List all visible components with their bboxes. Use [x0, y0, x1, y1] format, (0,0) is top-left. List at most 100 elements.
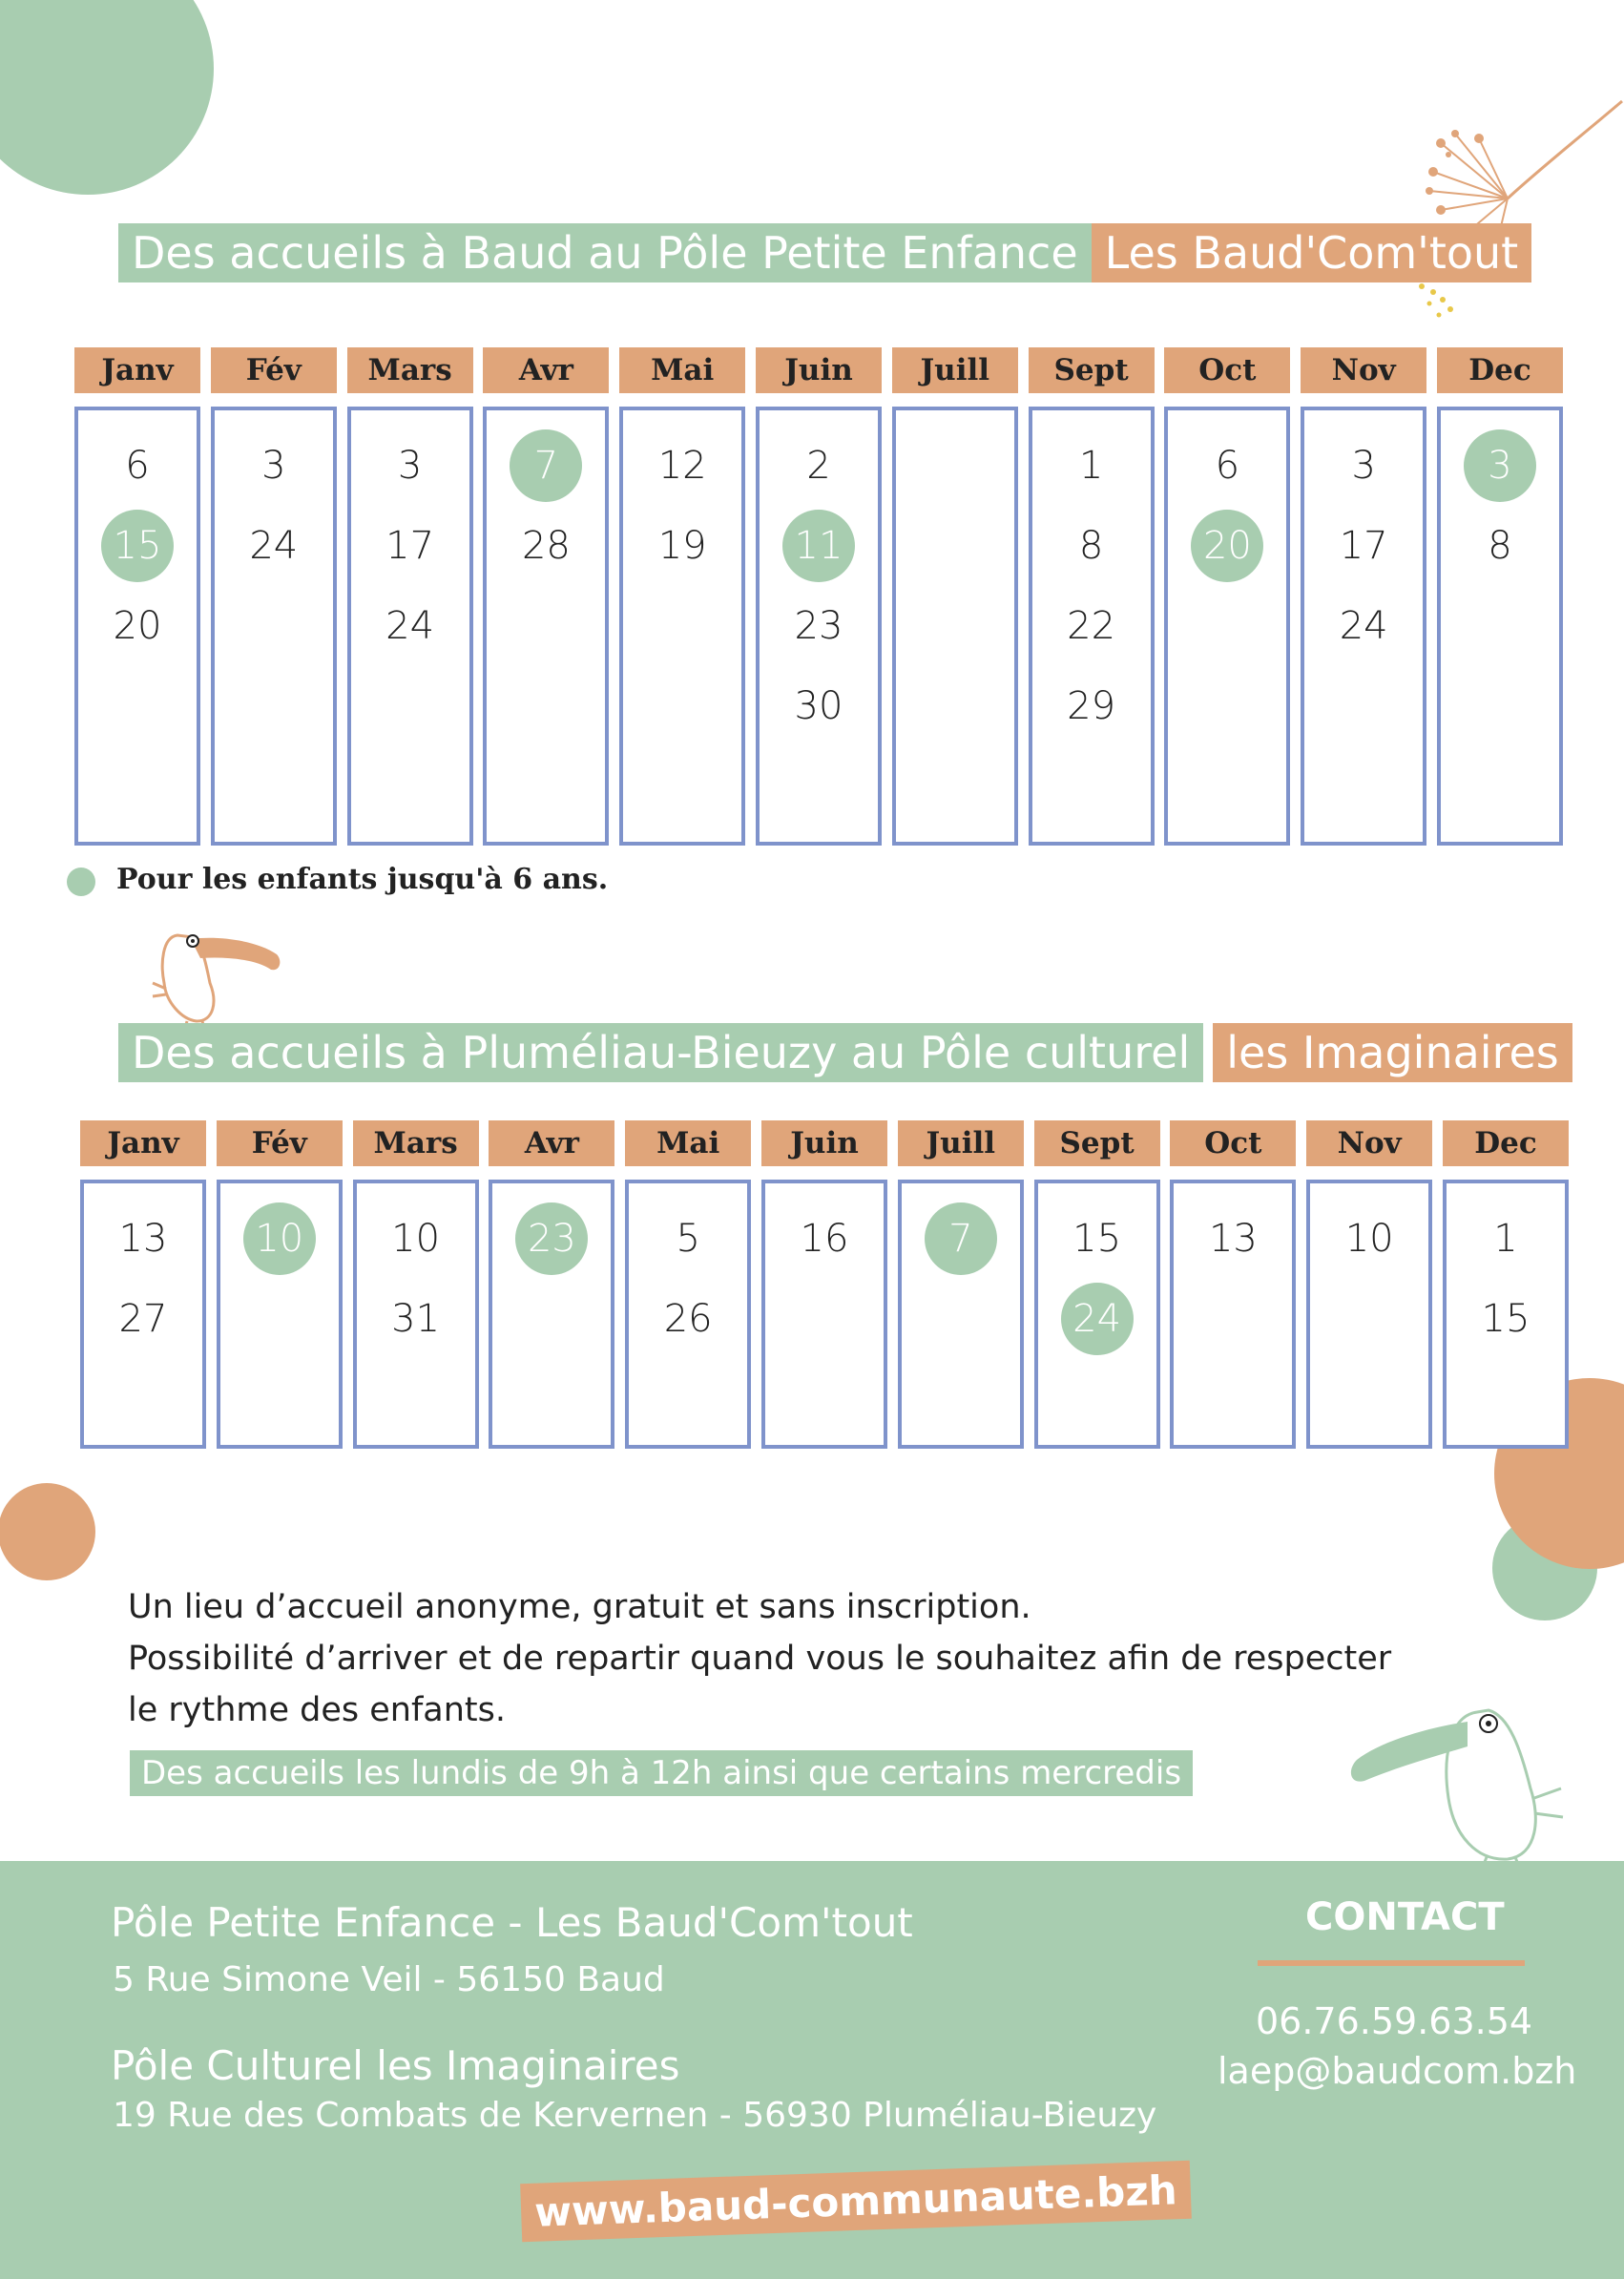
info-line-3: le rythme des enfants. — [128, 1691, 507, 1729]
month-header: Fév — [216, 1120, 343, 1166]
section-title-plumeliau: Des accueils à Pluméliau-Bieuzy au Pôle … — [118, 1023, 1572, 1082]
day: 27 — [118, 1297, 168, 1341]
day-highlighted: 24 — [1038, 1283, 1156, 1355]
day: 6 — [1215, 444, 1240, 488]
month-header: Nov — [1301, 347, 1427, 393]
day: 23 — [794, 604, 843, 648]
toucan-illustration-icon — [152, 933, 281, 1030]
month-days-box: 16 — [761, 1180, 887, 1449]
day-highlighted: 11 — [760, 510, 878, 582]
decor-circle-orange-left — [0, 1483, 95, 1580]
section-title-accent: Les Baud'Com'tout — [1091, 223, 1532, 282]
footer-place2-address: 19 Rue des Combats de Kervernen - 56930 … — [113, 2096, 1157, 2135]
day: 10 — [1344, 1217, 1394, 1261]
day: 6 — [125, 444, 150, 488]
section-title-accent: les Imaginaires — [1213, 1023, 1572, 1082]
day-highlighted: 7 — [902, 1202, 1020, 1275]
info-line-1: Un lieu d’accueil anonyme, gratuit et sa… — [128, 1588, 1031, 1626]
day: 29 — [1067, 684, 1116, 728]
toucan-illustration-icon — [1350, 1708, 1564, 1865]
day: 24 — [1339, 604, 1388, 648]
month-header: Nov — [1306, 1120, 1433, 1166]
month-header: Sept — [1028, 347, 1155, 393]
day: 2 — [806, 444, 831, 488]
day-highlighted: 20 — [1168, 510, 1286, 582]
day: 1 — [1078, 444, 1104, 488]
month-days-box: 13 — [1170, 1180, 1297, 1449]
day-highlighted: 7 — [487, 429, 605, 502]
day-highlighted: 3 — [1441, 429, 1559, 502]
month-days-box — [891, 407, 1018, 846]
legend-text: Pour les enfants jusqu'à 6 ans. — [116, 863, 609, 896]
month-days-box: 6 15 20 — [74, 407, 200, 846]
day: 22 — [1067, 604, 1116, 648]
month-header: Dec — [1443, 1120, 1569, 1166]
day: 10 — [391, 1217, 441, 1261]
day: 26 — [663, 1297, 713, 1341]
contact-divider — [1258, 1960, 1525, 1966]
section-title-main: Des accueils à Pluméliau-Bieuzy au Pôle … — [118, 1023, 1204, 1082]
month-header: Oct — [1170, 1120, 1297, 1166]
legend-dot — [67, 868, 95, 896]
month-header: Mars — [352, 1120, 479, 1166]
day: 31 — [391, 1297, 441, 1341]
month-days-box: 15 24 — [1033, 1180, 1160, 1449]
day: 17 — [1339, 524, 1388, 568]
month-header: Dec — [1437, 347, 1563, 393]
month-header: Avr — [489, 1120, 615, 1166]
day-highlighted: 15 — [78, 510, 197, 582]
contact-title: CONTACT — [1305, 1895, 1505, 1939]
day: 28 — [521, 524, 571, 568]
month-header: Oct — [1164, 347, 1291, 393]
day: 30 — [794, 684, 843, 728]
day-highlighted: 23 — [492, 1202, 611, 1275]
month-header: Juin — [756, 347, 882, 393]
footer-place1-address: 5 Rue Simone Veil - 56150 Baud — [113, 1960, 665, 1999]
month-days-box: 1 15 — [1443, 1180, 1569, 1449]
month-header: Janv — [74, 347, 200, 393]
day: 1 — [1493, 1217, 1518, 1261]
month-header: Fév — [210, 347, 337, 393]
month-header: Mai — [619, 347, 746, 393]
month-header: Avr — [483, 347, 610, 393]
day: 15 — [1072, 1217, 1122, 1261]
day: 13 — [118, 1217, 168, 1261]
month-header: Juin — [761, 1120, 887, 1166]
day: 17 — [385, 524, 435, 568]
day: 5 — [676, 1217, 700, 1261]
info-line-2: Possibilité d’arriver et de repartir qua… — [128, 1640, 1392, 1678]
month-days-box: 1 8 22 29 — [1028, 407, 1155, 846]
month-header: Janv — [80, 1120, 206, 1166]
day: 12 — [657, 444, 707, 488]
day: 3 — [1351, 444, 1376, 488]
month-days-box: 13 27 — [80, 1180, 206, 1449]
footer: Pôle Petite Enfance - Les Baud'Com'tout … — [0, 1861, 1624, 2279]
month-days-box: 3 17 24 — [346, 407, 473, 846]
month-days-box: 7 28 — [483, 407, 610, 846]
month-days-box: 10 31 — [352, 1180, 479, 1449]
day: 3 — [261, 444, 286, 488]
day: 24 — [249, 524, 299, 568]
month-days-box: 5 26 — [625, 1180, 752, 1449]
month-days-box: 2 11 23 30 — [756, 407, 882, 846]
contact-email[interactable]: laep@baudcom.bzh — [1218, 2050, 1577, 2092]
website-link[interactable]: www.baud-communaute.bzh — [520, 2160, 1192, 2243]
footer-place1-name: Pôle Petite Enfance - Les Baud'Com'tout — [111, 1899, 913, 1946]
month-days-box: 3 24 — [210, 407, 337, 846]
contact-phone[interactable]: 06.76.59.63.54 — [1256, 2000, 1533, 2042]
day: 15 — [1481, 1297, 1530, 1341]
month-header: Juill — [891, 347, 1018, 393]
month-days-box: 12 19 — [619, 407, 746, 846]
month-days-box: 6 20 — [1164, 407, 1291, 846]
footer-place2-name: Pôle Culturel les Imaginaires — [111, 2042, 680, 2089]
day: 19 — [657, 524, 707, 568]
day: 8 — [1078, 524, 1104, 568]
month-days-box: 23 — [489, 1180, 615, 1449]
decor-circle-green-top — [0, 0, 214, 195]
day: 3 — [397, 444, 423, 488]
month-header: Sept — [1033, 1120, 1160, 1166]
month-days-box: 3 17 24 — [1301, 407, 1427, 846]
day-highlighted: 10 — [220, 1202, 339, 1275]
day: 24 — [385, 604, 435, 648]
